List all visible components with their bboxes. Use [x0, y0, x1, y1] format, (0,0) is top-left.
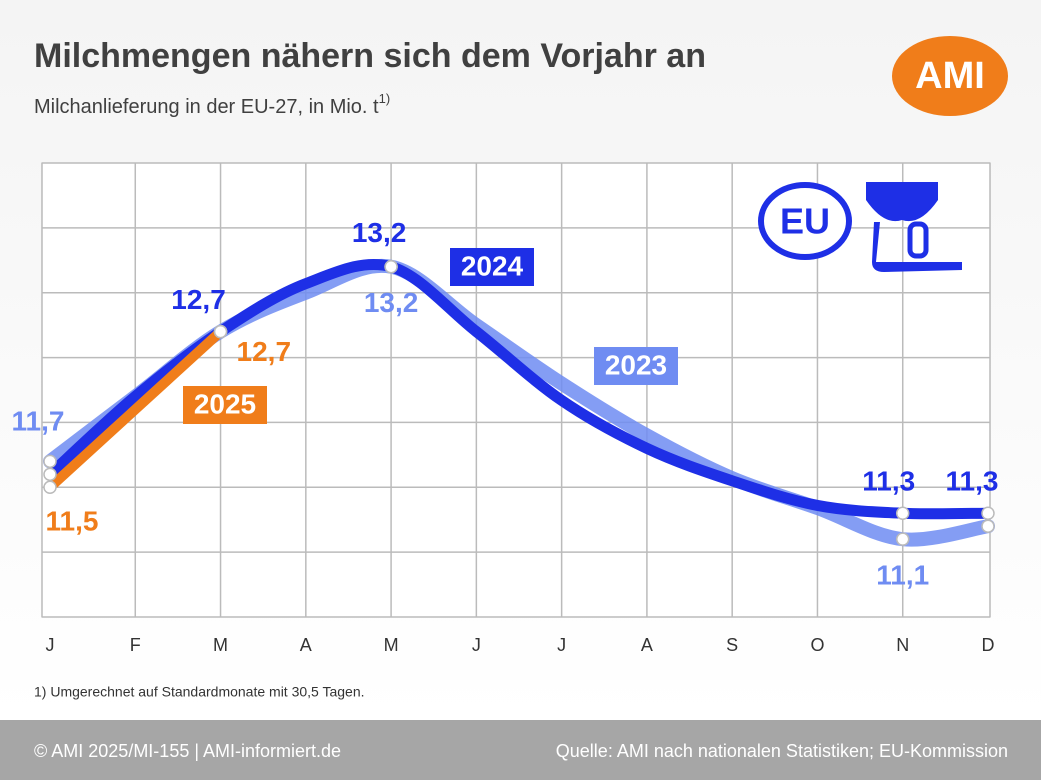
- data-label: 12,7: [237, 336, 292, 367]
- subtitle-note: 1): [379, 91, 391, 106]
- data-label: 12,7: [171, 284, 226, 315]
- data-label: 11,3: [862, 466, 915, 497]
- logo: AMI: [915, 55, 985, 97]
- copyright: © AMI 2025/MI-155 | AMI-informiert.de: [34, 741, 341, 761]
- eu-badge-ring: [758, 182, 852, 260]
- footnote: 1) Umgerechnet auf Standardmonate mit 30…: [34, 684, 365, 700]
- eu-badge: EU: [780, 201, 830, 242]
- legend-label: 2024: [461, 250, 524, 281]
- series-tag-box: [450, 248, 534, 286]
- legend-label: 2023: [605, 349, 667, 380]
- data-label: 13,2: [352, 217, 407, 248]
- x-tick-label: M: [384, 635, 399, 655]
- x-tick-label: S: [726, 635, 738, 655]
- point: [213, 324, 228, 339]
- logo-badge: [892, 36, 1008, 116]
- x-tick-label: M: [213, 635, 228, 655]
- x-tick-label: A: [300, 635, 312, 655]
- x-tick-label: J: [472, 635, 481, 655]
- series-line: [45, 326, 226, 493]
- point: [895, 532, 910, 546]
- point: [43, 467, 57, 482]
- data-label: 11,5: [46, 506, 99, 537]
- data-label: 13,2: [364, 287, 419, 318]
- icon-part: [872, 222, 962, 272]
- point: [384, 260, 398, 274]
- icon-part: [866, 182, 938, 222]
- source: Quelle: AMI nach nationalen Statistiken;…: [556, 741, 1008, 761]
- x-tick-label: A: [641, 635, 653, 655]
- icon-part: [907, 221, 929, 259]
- footer-bar: [0, 720, 1041, 780]
- point: [43, 454, 57, 469]
- x-tick-label: F: [130, 635, 141, 655]
- data-label: 11,7: [12, 406, 65, 437]
- x-tick-label: J: [46, 635, 55, 655]
- point: [981, 506, 995, 520]
- series-tag-box: [183, 386, 267, 424]
- milk-icon: [866, 182, 962, 272]
- data-label: 11,3: [946, 466, 999, 497]
- x-tick-label: D: [982, 635, 995, 655]
- chart-title: Milchmengen nähern sich dem Vorjahr an: [34, 37, 706, 75]
- plot: J F M A M J J A S O N D 11,7 13,2 11,1 2023 12,7 13,2 11,3…: [12, 162, 999, 655]
- x-tick-label: N: [896, 635, 909, 655]
- point: [43, 480, 57, 495]
- subtitle-text: Milchanlieferung in der EU-27, in Mio. t: [34, 96, 379, 118]
- x-tick-label: J: [557, 635, 566, 655]
- subtitle: Milchanlieferung in der EU-27, in Mio. t…: [34, 91, 390, 118]
- point: [895, 506, 910, 520]
- point: [981, 519, 995, 533]
- series-tag-box: [594, 347, 678, 385]
- legend-label: 2025: [194, 388, 256, 419]
- x-tick-label: O: [810, 635, 824, 655]
- data-label: 11,1: [876, 560, 929, 591]
